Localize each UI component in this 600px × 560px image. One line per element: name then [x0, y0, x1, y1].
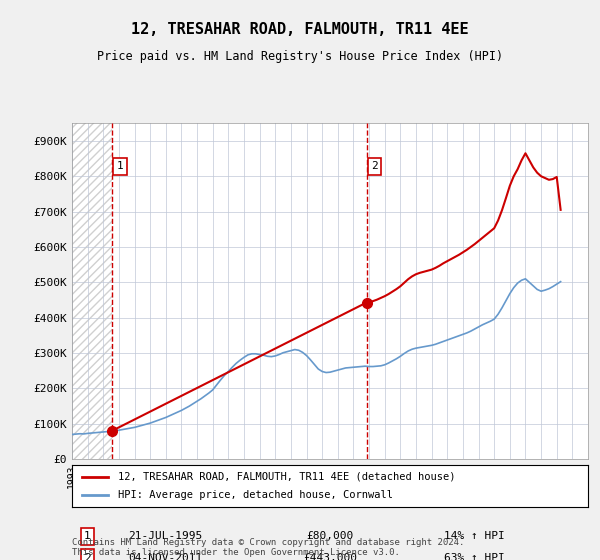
Text: 04-NOV-2011: 04-NOV-2011: [128, 553, 202, 560]
Text: Contains HM Land Registry data © Crown copyright and database right 2024.
This d: Contains HM Land Registry data © Crown c…: [72, 538, 464, 557]
Text: £80,000: £80,000: [307, 531, 353, 542]
Text: 12, TRESAHAR ROAD, FALMOUTH, TR11 4EE (detached house): 12, TRESAHAR ROAD, FALMOUTH, TR11 4EE (d…: [118, 472, 456, 482]
Text: 21-JUL-1995: 21-JUL-1995: [128, 531, 202, 542]
Bar: [72, 123, 112, 459]
Text: £443,000: £443,000: [303, 553, 357, 560]
Text: 1: 1: [84, 531, 91, 542]
Text: 2: 2: [371, 161, 378, 171]
Text: 14% ↑ HPI: 14% ↑ HPI: [444, 531, 505, 542]
Text: 63% ↑ HPI: 63% ↑ HPI: [444, 553, 505, 560]
Text: 1: 1: [116, 161, 124, 171]
Text: Price paid vs. HM Land Registry's House Price Index (HPI): Price paid vs. HM Land Registry's House …: [97, 50, 503, 63]
Text: 2: 2: [84, 553, 91, 560]
Text: 12, TRESAHAR ROAD, FALMOUTH, TR11 4EE: 12, TRESAHAR ROAD, FALMOUTH, TR11 4EE: [131, 22, 469, 38]
Text: HPI: Average price, detached house, Cornwall: HPI: Average price, detached house, Corn…: [118, 490, 394, 500]
